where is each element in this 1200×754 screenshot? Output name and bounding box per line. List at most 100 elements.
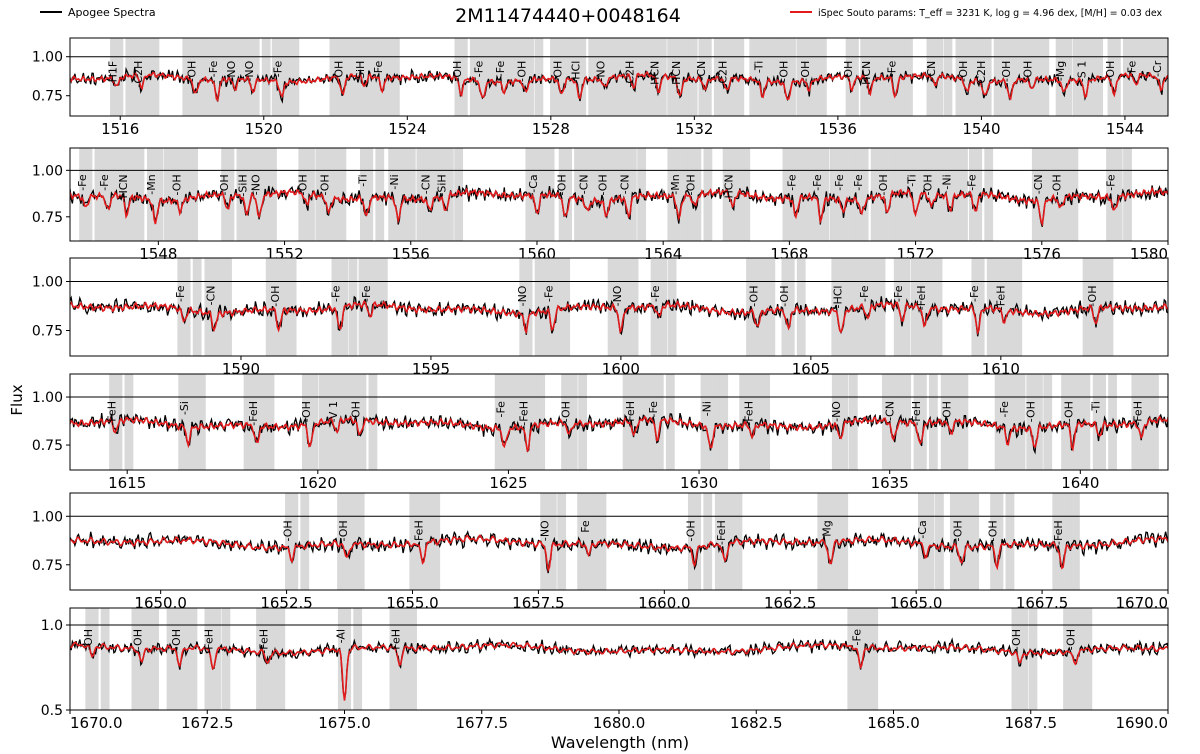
mask-band <box>1052 493 1073 590</box>
mask-band <box>100 608 110 710</box>
mask-band <box>615 148 624 241</box>
line-id-label: -FeH <box>1052 520 1065 545</box>
mask-band <box>984 148 994 241</box>
model-spectrum-line <box>70 70 1168 102</box>
mask-band <box>1040 38 1050 116</box>
mask-band <box>918 493 935 590</box>
line-id-label: -OH <box>778 61 791 82</box>
mask-band <box>223 38 247 116</box>
mask-band <box>124 374 134 470</box>
model-spectrum-line <box>70 300 1168 336</box>
mask-band <box>542 258 563 356</box>
mask-band <box>1000 38 1020 116</box>
line-id-label: -Si <box>178 401 191 415</box>
mask-band <box>926 38 943 116</box>
mask-band <box>622 374 646 470</box>
line-id-label: -Fe <box>543 285 556 302</box>
line-id-label: -CN <box>420 174 433 194</box>
x-tick-label: 1536 <box>819 120 857 138</box>
mask-band <box>192 258 202 356</box>
line-id-label: -HCN <box>860 61 873 89</box>
y-tick-label: 1.00 <box>32 275 63 291</box>
mask-band <box>876 258 886 356</box>
mask-band <box>135 148 145 241</box>
line-id-label: -FeH <box>413 520 426 545</box>
mask-band <box>781 258 795 356</box>
mask-band <box>1061 374 1085 470</box>
mask-band <box>359 148 374 241</box>
mask-band <box>1106 148 1123 241</box>
mask-band <box>353 608 363 710</box>
line-id-label: -OH <box>1065 629 1078 650</box>
mask-band <box>356 38 373 116</box>
mask-band <box>204 38 214 116</box>
mask-band <box>301 374 319 470</box>
mask-band <box>265 374 275 470</box>
mask-band <box>1107 38 1121 116</box>
line-id-label: -OH <box>778 286 791 307</box>
line-id-label: -NO <box>830 401 843 422</box>
mask-band <box>714 493 735 590</box>
mask-band <box>940 374 961 470</box>
mask-band <box>994 258 1015 356</box>
model-spectrum-line <box>70 186 1168 227</box>
mask-band <box>719 374 729 470</box>
mask-band <box>698 38 712 116</box>
line-id-label: -Fe <box>833 174 846 191</box>
mask-band <box>831 374 849 470</box>
mask-band <box>779 38 796 116</box>
x-tick-label: 1528 <box>532 120 570 138</box>
line-id-label: -Ca <box>527 174 540 192</box>
x-tick-label: 1635 <box>871 474 909 492</box>
line-id-label: -HCN <box>648 61 661 89</box>
line-id-label: -OH <box>451 61 464 82</box>
mask-band <box>978 38 992 116</box>
spectrum-panel-5: -OH -OH -FeH -NO Fe -OH -FeH Mg -Ca -OH -OH -FeH 0.7… <box>32 492 1169 612</box>
line-id-label: -NO <box>611 285 624 306</box>
line-id-label: -OH <box>941 401 954 422</box>
line-id-label: -Fe <box>360 285 373 302</box>
mask-band <box>196 374 206 470</box>
x-tick-label: 1687.5 <box>1005 714 1058 732</box>
line-id-label: -Fe <box>1104 174 1117 191</box>
mask-band <box>749 38 776 116</box>
mask-band <box>168 148 192 241</box>
x-tick-label: 1580 <box>1130 245 1168 263</box>
x-tick-label: 1576 <box>1023 245 1061 263</box>
line-id-label: Fe <box>579 520 592 533</box>
mask-band <box>594 38 615 116</box>
mask-band <box>540 493 557 590</box>
mask-band <box>1043 374 1053 470</box>
line-id-label: Mg <box>821 520 834 536</box>
mask-band <box>163 148 173 241</box>
mask-band <box>1063 608 1087 710</box>
x-tick-label: 1532 <box>675 120 713 138</box>
line-id-label: -Fe <box>858 285 871 302</box>
line-id-label: -CN <box>695 61 708 81</box>
line-id-label: -Fe <box>494 60 507 77</box>
mask-band <box>558 148 572 241</box>
mask-band <box>353 374 367 470</box>
line-id-label: -OH <box>516 61 529 82</box>
line-id-label: -OH <box>170 629 183 650</box>
line-id-label: -NO <box>595 60 608 81</box>
mask-band <box>812 148 830 241</box>
mask-band <box>797 38 821 116</box>
mask-band <box>317 148 341 241</box>
line-id-label: -Fe <box>885 60 898 77</box>
line-id-label: -OH <box>921 174 934 195</box>
legend-model-label: iSpec Souto params: T_eff = 3231 K, log … <box>818 8 1163 19</box>
line-id-label: -OH <box>1063 401 1076 422</box>
y-tick-label: 0.75 <box>32 210 63 226</box>
mask-band <box>971 258 985 356</box>
line-id-label: -Ti <box>753 61 766 73</box>
x-tick-label: 1615 <box>108 474 146 492</box>
y-tick-label: 1.0 <box>41 618 63 634</box>
mask-band <box>345 374 355 470</box>
line-id-label: -V 1 <box>327 401 340 422</box>
line-id-label: -NO <box>225 60 238 81</box>
mask-band <box>687 493 702 590</box>
mask-band <box>221 148 235 241</box>
line-id-label: -Ti <box>906 174 919 186</box>
line-id-label: -Fe <box>473 60 486 77</box>
